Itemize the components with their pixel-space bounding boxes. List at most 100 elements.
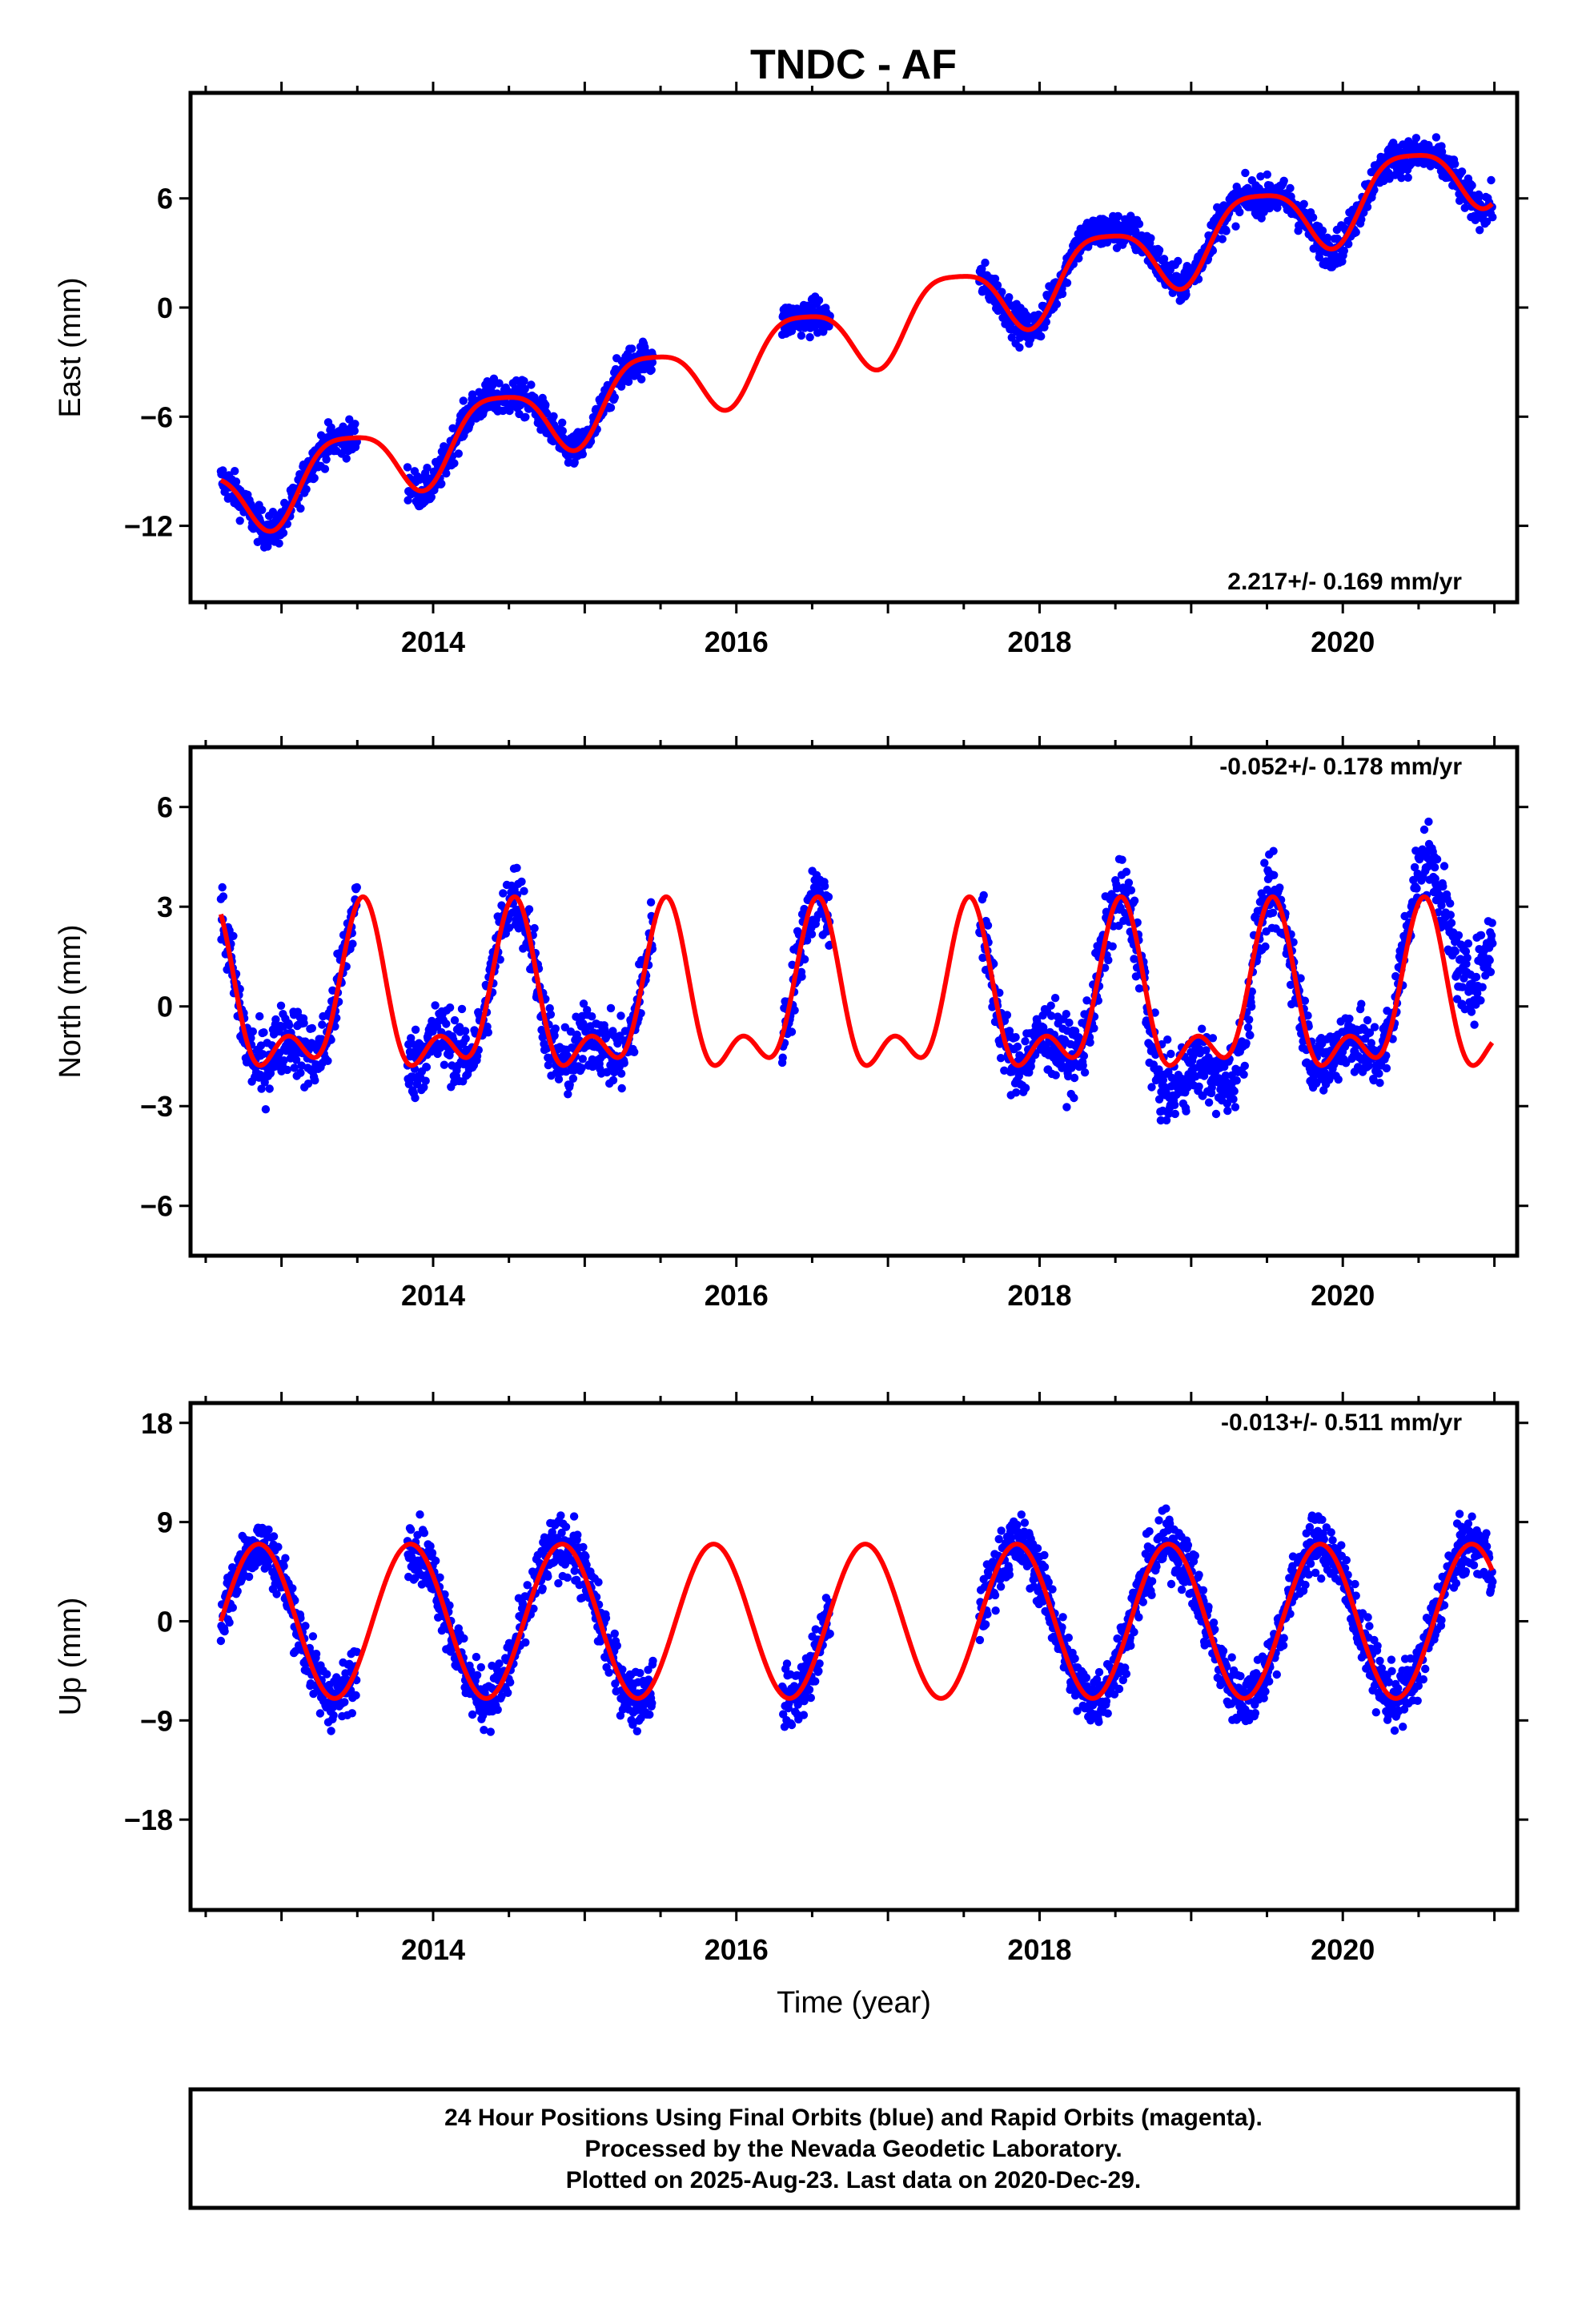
- data-point: [624, 377, 633, 386]
- y-tick-label: −6: [140, 1190, 173, 1223]
- data-point: [437, 479, 446, 489]
- data-point: [1351, 227, 1360, 237]
- data-point: [632, 1727, 641, 1735]
- data-point: [1339, 246, 1349, 255]
- data-point: [1370, 1023, 1379, 1031]
- data-point: [1263, 170, 1272, 179]
- data-point: [235, 517, 244, 525]
- y-tick-label: 6: [157, 183, 173, 215]
- data-point: [420, 1083, 428, 1092]
- data-point: [820, 882, 829, 891]
- rate-label-east: 2.217+/- 0.169 mm/yr: [1227, 569, 1462, 595]
- data-point: [1204, 1098, 1214, 1107]
- data-point: [648, 1656, 657, 1666]
- data-point: [1430, 862, 1439, 872]
- data-point: [1488, 919, 1496, 927]
- data-point: [787, 1027, 797, 1036]
- data-point: [228, 1603, 237, 1612]
- data-point: [648, 358, 657, 367]
- data-point: [527, 380, 536, 389]
- data-point: [578, 1055, 587, 1063]
- data-point: [1279, 176, 1288, 185]
- model-curve-east: [219, 153, 1494, 534]
- data-point: [269, 1532, 279, 1541]
- data-point: [422, 1063, 432, 1072]
- data-point: [261, 1105, 271, 1114]
- data-point: [342, 454, 351, 463]
- data-point: [310, 473, 319, 483]
- data-point: [814, 1667, 823, 1675]
- data-point: [1086, 1038, 1094, 1047]
- data-point: [797, 972, 806, 981]
- data-point: [1122, 867, 1131, 876]
- data-point: [554, 1578, 563, 1588]
- data-point: [296, 504, 305, 513]
- data-point: [1052, 300, 1062, 308]
- data-point: [1114, 211, 1123, 221]
- data-point: [981, 1620, 990, 1629]
- data-point: [1256, 172, 1265, 181]
- data-point: [790, 1006, 799, 1015]
- data-point: [647, 365, 656, 375]
- data-point: [411, 1025, 420, 1035]
- data-point: [265, 1084, 274, 1093]
- data-point: [990, 274, 1000, 283]
- data-point: [460, 1027, 470, 1035]
- data-point: [975, 1635, 985, 1645]
- data-point: [472, 1652, 481, 1662]
- data-point: [806, 1693, 815, 1703]
- data-point: [524, 905, 534, 914]
- data-point: [1375, 1069, 1383, 1078]
- data-point: [322, 455, 331, 464]
- data-point: [1174, 256, 1182, 266]
- data-point: [1476, 931, 1486, 940]
- data-point: [601, 1614, 611, 1622]
- data-point: [311, 1076, 319, 1085]
- data-point: [1240, 1061, 1250, 1071]
- data-point: [1437, 147, 1447, 156]
- data-point: [1269, 846, 1278, 855]
- data-point: [612, 1641, 621, 1651]
- data-point: [1130, 896, 1139, 905]
- data-point: [628, 344, 636, 353]
- data-point: [308, 1632, 318, 1641]
- data-point: [1070, 1073, 1079, 1083]
- data-point: [1070, 1093, 1078, 1103]
- data-point: [329, 1711, 338, 1720]
- data-point: [460, 1634, 468, 1643]
- data-point: [1239, 1070, 1248, 1080]
- data-point: [554, 1075, 564, 1084]
- data-point: [1195, 1082, 1203, 1092]
- data-point: [1058, 289, 1067, 299]
- data-point: [570, 458, 579, 467]
- data-point: [1412, 884, 1421, 893]
- data-point: [351, 1691, 360, 1700]
- data-point: [457, 1004, 467, 1014]
- data-point: [1074, 254, 1083, 263]
- data-point: [275, 539, 283, 548]
- data-point: [291, 1055, 301, 1064]
- data-point: [259, 1050, 267, 1059]
- data-point: [499, 889, 508, 898]
- data-point: [979, 891, 988, 900]
- data-point: [1002, 1011, 1012, 1019]
- data-point: [284, 1021, 294, 1030]
- data-point: [1270, 870, 1279, 880]
- data-point: [520, 376, 528, 385]
- data-point: [807, 930, 817, 939]
- data-point: [257, 1084, 266, 1093]
- data-point: [1246, 1031, 1255, 1040]
- data-point: [493, 1705, 502, 1715]
- data-point: [512, 863, 521, 873]
- x-tick-label: 2018: [1007, 1279, 1071, 1312]
- data-point: [1241, 168, 1250, 178]
- data-point: [461, 1034, 470, 1043]
- data-point: [347, 1709, 356, 1718]
- data-point: [1478, 983, 1487, 991]
- data-point: [1470, 1020, 1479, 1029]
- data-point: [297, 1061, 306, 1070]
- data-point: [1134, 219, 1144, 228]
- data-point: [1170, 1100, 1179, 1110]
